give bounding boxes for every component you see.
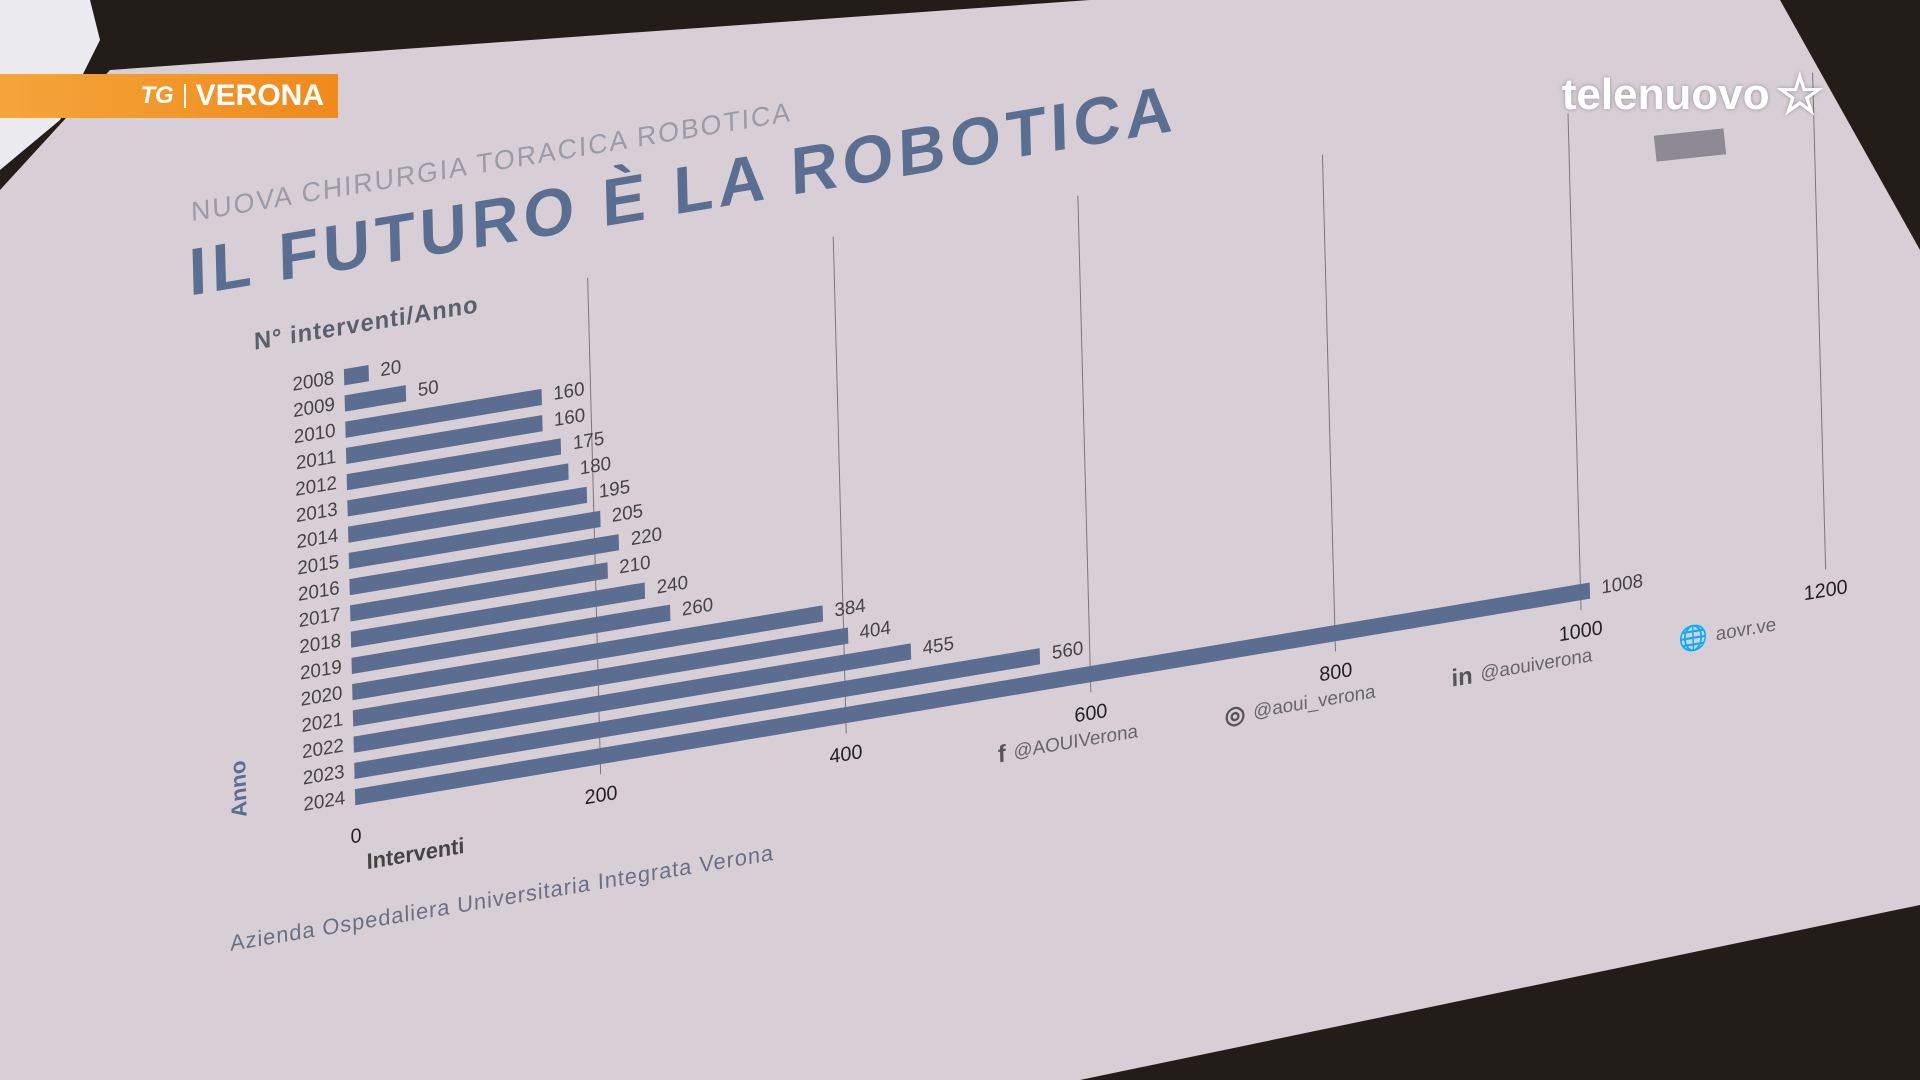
data-label: 404 — [859, 617, 892, 644]
social-link: f @AOUIVerona — [997, 720, 1139, 769]
data-label: 260 — [681, 594, 714, 621]
data-label: 240 — [656, 572, 689, 599]
instagram-icon: ◎ — [1224, 699, 1246, 731]
x-tick-label: 200 — [584, 781, 618, 810]
y-axis-label: Anno — [225, 758, 252, 820]
globe-icon: 🌐 — [1678, 622, 1709, 655]
x-tick-label: 400 — [829, 740, 863, 769]
linkedin-icon: in — [1451, 661, 1473, 693]
gridline — [1077, 195, 1092, 693]
footer-organization: Azienda Ospedaliera Universitaria Integr… — [229, 839, 775, 956]
chart-title: N° interventi/Anno — [253, 290, 479, 356]
x-tick-label: 1000 — [1558, 616, 1603, 647]
x-tick-label: 1200 — [1803, 575, 1848, 606]
social-handle: @aoui_verona — [1253, 681, 1376, 723]
gridline — [1567, 113, 1582, 611]
data-label: 210 — [618, 552, 651, 579]
gridline — [1812, 72, 1827, 570]
telenuovo-logo: telenuovo ☆ — [1562, 68, 1824, 122]
bar-2009 — [344, 385, 407, 412]
data-label: 384 — [834, 595, 866, 622]
divider — [183, 84, 186, 108]
x-tick-label: 0 — [350, 824, 362, 849]
data-label: 50 — [417, 376, 439, 402]
bar-2008 — [343, 365, 369, 386]
tg-logo: TG — [140, 82, 174, 109]
x-axis-label: Interventi — [366, 832, 465, 875]
social-link: 🌐 aovr.ve — [1678, 613, 1777, 655]
x-tick-label: 600 — [1074, 699, 1108, 728]
facebook-icon: f — [997, 740, 1007, 769]
tg-city: VERONA — [195, 79, 324, 112]
social-handle: @aouiverona — [1480, 644, 1593, 685]
data-label: 1008 — [1601, 570, 1644, 599]
data-label: 560 — [1051, 637, 1084, 665]
data-label: 160 — [553, 404, 586, 432]
data-label: 160 — [552, 378, 585, 406]
gridline — [1322, 154, 1337, 652]
star-icon: ☆ — [1775, 65, 1824, 125]
data-label: 195 — [598, 476, 631, 503]
x-tick-label: 800 — [1319, 658, 1353, 687]
channel-name: telenuovo — [1561, 70, 1770, 119]
social-link: ◎ @aoui_verona — [1224, 680, 1376, 731]
data-label: 180 — [579, 453, 612, 480]
data-label: 20 — [380, 356, 402, 382]
data-label: 220 — [630, 523, 663, 551]
tg-verona-banner: TG VERONA — [0, 74, 338, 118]
social-link: in @aouiverona — [1451, 644, 1593, 693]
data-label: 175 — [572, 428, 605, 455]
data-label: 205 — [611, 500, 644, 528]
social-handle: aovr.ve — [1715, 614, 1777, 646]
data-label: 455 — [922, 633, 955, 660]
